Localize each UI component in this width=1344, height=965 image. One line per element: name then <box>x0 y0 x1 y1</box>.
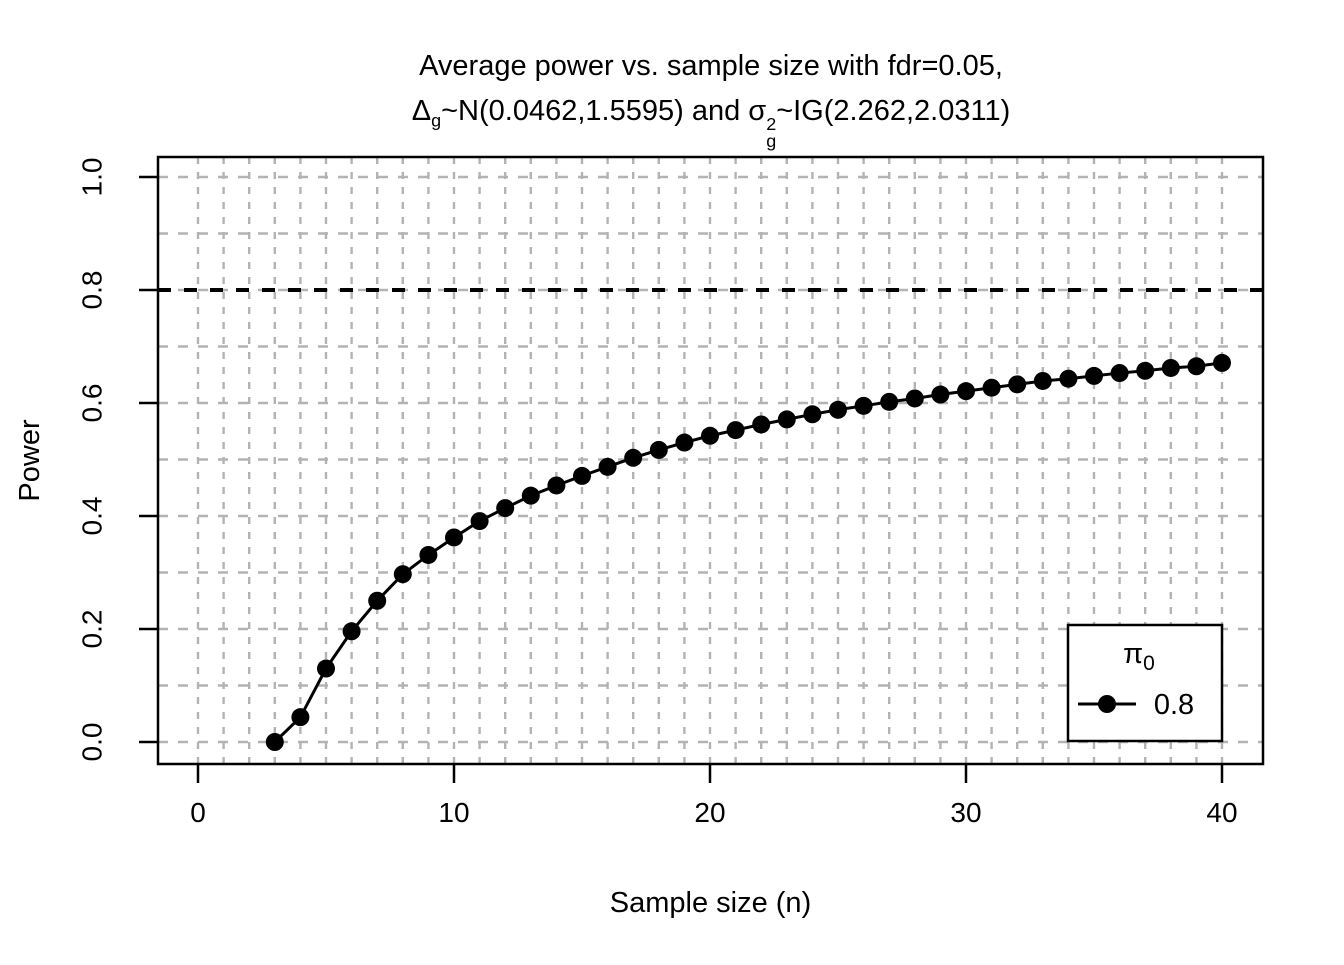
data-point <box>496 499 515 518</box>
data-point <box>1008 375 1027 394</box>
data-point <box>829 400 847 419</box>
data-point <box>803 405 822 424</box>
sigma-subscript: g <box>766 130 777 151</box>
data-point <box>368 591 387 610</box>
data-point <box>701 426 719 445</box>
y-axis-tick-label: 0.4 <box>77 497 108 536</box>
data-point <box>1033 371 1052 390</box>
data-point <box>675 433 694 452</box>
chart-title-line2: Δg~N(0.0462,1.5595) and σ 2 g ~IG(2.262,2.0… <box>158 89 1264 150</box>
data-point <box>598 457 617 476</box>
y-axis-tick-label: 0.0 <box>77 723 108 762</box>
data-point <box>1161 358 1180 377</box>
data-point <box>1085 366 1103 385</box>
x-axis-tick-label: 30 <box>950 797 981 828</box>
chart-title-line1: Average power vs. sample size with fdr=0… <box>419 50 1003 82</box>
y-axis-tick-label: 0.2 <box>77 610 108 649</box>
x-axis-tick-label: 10 <box>438 797 469 828</box>
data-point <box>905 389 924 408</box>
sigma-symbol: σ <box>748 95 767 127</box>
title-normal-segment: ~N(0.0462,1.5595) and <box>441 95 749 127</box>
data-point <box>393 565 412 584</box>
data-point <box>1136 361 1155 380</box>
data-point <box>573 466 591 485</box>
legend-marker-point <box>1098 695 1116 713</box>
delta-symbol: Δ <box>411 95 432 127</box>
legend-title: π0 <box>1123 638 1155 675</box>
title-ig-segment: ~IG(2.262,2.0311) <box>776 95 1011 127</box>
x-axis-label: Sample size (n) <box>610 887 811 919</box>
data-point <box>317 659 335 678</box>
legend-box <box>1066 623 1224 743</box>
data-point <box>880 392 899 411</box>
delta-subscript: g <box>431 110 442 131</box>
data-point <box>265 733 284 751</box>
data-point <box>291 708 310 727</box>
data-point <box>470 512 489 531</box>
data-point <box>957 382 975 401</box>
y-axis-label: Power <box>14 419 46 502</box>
data-point <box>624 448 643 467</box>
sigma-superscript: 2 <box>766 113 777 134</box>
data-point <box>854 396 873 415</box>
y-axis-tick-label: 0.6 <box>77 384 108 423</box>
data-point <box>649 440 668 459</box>
data-point <box>982 378 1001 397</box>
data-point <box>726 421 745 440</box>
x-axis-tick-label: 40 <box>1206 797 1237 828</box>
legend-entry-label: 0.8 <box>1154 689 1194 721</box>
data-point <box>547 476 566 495</box>
data-point <box>777 410 796 429</box>
data-point <box>1110 364 1129 383</box>
data-point <box>1059 369 1078 388</box>
data-point <box>419 545 438 564</box>
data-point <box>342 622 361 641</box>
data-point <box>521 486 540 505</box>
chart-title: Average power vs. sample size with fdr=0… <box>158 44 1264 150</box>
data-point <box>752 415 771 434</box>
y-axis-tick-label: 1.0 <box>77 158 108 197</box>
data-point <box>1187 357 1206 376</box>
x-axis-tick-label: 20 <box>694 797 725 828</box>
x-axis-tick-label: 0 <box>190 797 206 828</box>
data-point <box>1213 353 1231 372</box>
data-point <box>931 385 950 404</box>
y-axis-tick-label: 0.8 <box>77 271 108 310</box>
data-point <box>445 528 463 547</box>
